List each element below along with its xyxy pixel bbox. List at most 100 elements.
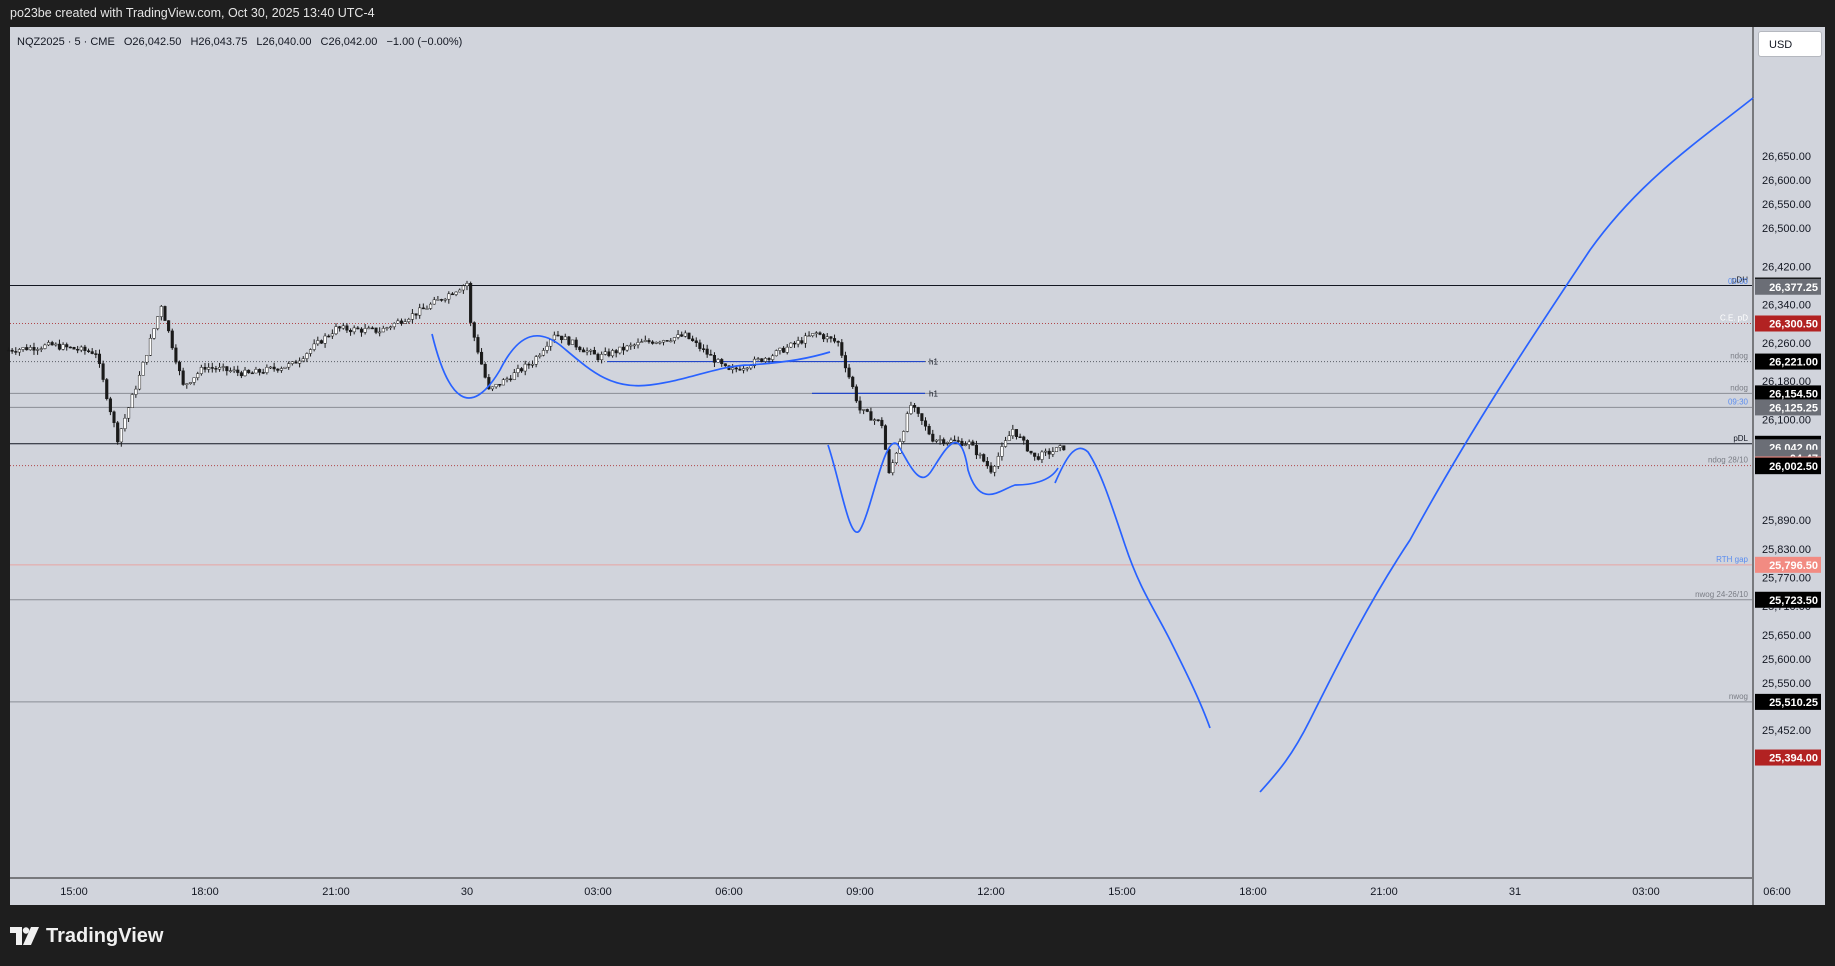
candle-body [363,328,367,333]
price-label-box [1755,693,1821,710]
candle-body [585,350,589,353]
level-label: ndog [1730,383,1748,392]
level-label: nwog [1729,692,1748,701]
candle-body [578,346,582,351]
candle-body [945,441,949,444]
candle-body [581,349,585,353]
tradingview-logo[interactable]: TradingView [10,922,163,950]
candle-body [989,465,993,473]
currency-button[interactable]: USD [1758,31,1822,57]
candle-body [545,345,549,351]
candle-body [192,377,196,383]
candle-body [534,356,538,365]
candle-body [589,350,593,352]
candle-body [814,332,818,335]
y-tick-label: 25,650.00 [1762,630,1811,642]
candle-body [516,368,520,373]
price-label-text: 26,002.50 [1769,461,1818,473]
candle-body [334,326,338,335]
candle-body [938,439,942,441]
candle-body [687,332,691,340]
price-label-box [1755,591,1821,608]
candle-body [505,378,509,381]
candle-body [807,335,811,337]
candle-body [79,346,83,351]
candle-body [498,384,502,386]
y-tick-label: 25,770.00 [1762,573,1811,585]
x-tick-label: 15:00 [1108,886,1136,898]
candle-body [934,439,938,442]
candle-body [669,340,673,343]
projection-path[interactable] [431,333,831,399]
candle-body [447,293,451,300]
candle-body [683,332,687,337]
candle-body [6,349,11,352]
candle-body [203,367,207,370]
candle-body [83,346,87,351]
candle-body [156,316,160,329]
candle-body [1054,447,1059,452]
price-label-box [1755,385,1821,402]
candle-body [72,347,76,350]
candle-body [177,361,182,372]
projection-path[interactable] [1259,97,1754,793]
candle-body [407,319,411,322]
candle-body [949,439,953,443]
candle-body [916,407,920,414]
projection-path[interactable] [827,442,1059,534]
candle-body [891,462,895,474]
candle-body [432,299,436,305]
projection-drawings [431,97,1754,793]
candle-body [392,323,396,328]
candle-body [25,347,29,351]
candle-body [39,348,43,350]
candle-body [250,372,254,375]
candle-body [218,367,222,370]
symbol-line[interactable]: NQZ2025 · 5 · CME O26,042.50 H26,043.75 … [17,36,462,48]
candle-body [963,444,968,446]
candle-body [836,341,840,343]
price-label-box [1755,399,1821,416]
candle-body [1022,436,1026,441]
candle-body [367,327,371,330]
candle-body [94,353,98,355]
candle-body [658,341,662,344]
candle-body [247,369,251,374]
candle-body [21,347,25,350]
y-tick-label: 26,600.00 [1762,175,1811,187]
price-label-text: 26,125.25 [1769,402,1818,414]
candle-body [738,368,742,371]
candle-body [403,321,407,324]
projection-path[interactable] [1054,447,1211,729]
candle-body [389,326,393,329]
candle-body [611,350,615,357]
candle-body [123,417,127,429]
candle-body [14,351,18,353]
candle-body [1058,445,1062,448]
candle-body [1029,450,1033,454]
candle-body [873,419,877,421]
candle-body [349,329,353,333]
candle-body [167,320,171,332]
candle-body [196,373,200,378]
h1-label: h1 [929,358,938,367]
candle-body [996,456,1000,467]
candle-body [418,307,422,316]
x-tick-label: 09:00 [846,886,874,898]
candle-body [709,354,713,356]
candle-body [745,367,749,370]
candle-body [600,354,604,360]
candle-body [188,382,192,384]
candle-body [378,331,382,334]
candle-body [789,342,793,348]
candle-body [512,372,516,380]
candle-body [691,338,695,342]
candle-body [308,349,313,354]
candle-body [607,351,611,357]
price-label-text: 26,154.50 [1769,388,1818,400]
x-tick-label: 06:00 [1763,886,1791,898]
candle-body [923,420,928,427]
price-label-box [1755,278,1821,295]
candle-body [112,411,116,423]
